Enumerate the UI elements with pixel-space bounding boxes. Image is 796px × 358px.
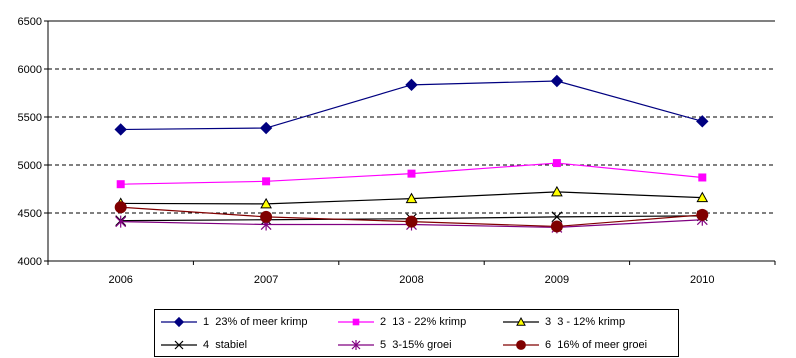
series-6 bbox=[114, 201, 709, 233]
data-point bbox=[698, 173, 707, 182]
data-point bbox=[260, 197, 272, 209]
legend-item-3: 3 3 - 12% krimp bbox=[501, 313, 625, 331]
y-tick-label: 6500 bbox=[18, 16, 42, 28]
legend-item-5: 5 3-15% groei bbox=[336, 336, 452, 354]
legend-item-4: 4 stabiel bbox=[159, 336, 247, 354]
data-point bbox=[262, 177, 271, 186]
data-point bbox=[550, 74, 564, 88]
data-point bbox=[174, 340, 184, 350]
data-point bbox=[407, 169, 416, 178]
grid-lines bbox=[48, 20, 775, 214]
data-point bbox=[552, 159, 561, 168]
legend-label-4: 4 stabiel bbox=[203, 339, 248, 351]
legend-label-2: 2 13 - 22% krimp bbox=[380, 316, 467, 328]
legend-swatch-5 bbox=[338, 340, 374, 350]
series-2 bbox=[116, 159, 707, 189]
legend-swatch-6 bbox=[503, 340, 539, 350]
data-point bbox=[115, 215, 127, 228]
data-point bbox=[551, 185, 563, 197]
x-tick-label: 2007 bbox=[254, 274, 278, 286]
data-point bbox=[259, 121, 273, 135]
data-point bbox=[405, 215, 418, 228]
series-group bbox=[114, 74, 709, 234]
y-tick-label: 5000 bbox=[18, 160, 42, 172]
legend: 1 23% of meer krimp 2 13 - 22% krimp 3 3… bbox=[154, 309, 679, 357]
x-tick-label: 2010 bbox=[690, 274, 714, 286]
data-point bbox=[550, 220, 563, 233]
data-point bbox=[696, 115, 709, 128]
legend-swatch-3 bbox=[503, 316, 539, 326]
data-point bbox=[696, 191, 709, 203]
data-point bbox=[516, 340, 526, 350]
legend-label-5: 5 3-15% groei bbox=[380, 339, 452, 351]
data-point bbox=[116, 180, 125, 189]
legend-label-1: 1 23% of meer krimp bbox=[203, 316, 308, 328]
data-point bbox=[405, 78, 418, 92]
y-axis-ticks: 4000 4500 5000 5500 6000 6500 bbox=[18, 16, 48, 268]
data-point bbox=[351, 340, 361, 350]
legend-swatch-2 bbox=[338, 318, 374, 326]
x-tick-label: 2006 bbox=[108, 274, 132, 286]
data-point bbox=[551, 211, 563, 223]
data-point bbox=[114, 201, 127, 214]
legend-item-2: 2 13 - 22% krimp bbox=[336, 313, 466, 331]
data-point bbox=[352, 318, 360, 326]
data-point bbox=[260, 210, 273, 223]
legend-label-6: 6 16% of meer groei bbox=[545, 339, 648, 351]
x-axis-ticks: 2006 2007 2008 2009 2010 bbox=[47, 261, 776, 286]
data-point bbox=[696, 208, 709, 221]
data-point bbox=[405, 192, 418, 204]
legend-item-6: 6 16% of meer groei bbox=[501, 336, 647, 354]
legend-item-1: 1 23% of meer krimp bbox=[159, 313, 308, 331]
y-tick-label: 6000 bbox=[18, 64, 42, 76]
data-point bbox=[173, 316, 185, 328]
y-tick-label: 5500 bbox=[18, 112, 42, 124]
legend-swatch-1 bbox=[161, 316, 197, 328]
x-tick-label: 2008 bbox=[399, 274, 423, 286]
legend-label-3: 3 3 - 12% krimp bbox=[545, 316, 626, 328]
series-1 bbox=[114, 74, 709, 136]
legend-swatch-4 bbox=[161, 340, 197, 350]
y-tick-label: 4500 bbox=[18, 208, 42, 220]
x-tick-label: 2009 bbox=[545, 274, 569, 286]
data-point bbox=[516, 316, 526, 326]
data-point bbox=[114, 123, 127, 136]
y-tick-label: 4000 bbox=[18, 256, 42, 268]
